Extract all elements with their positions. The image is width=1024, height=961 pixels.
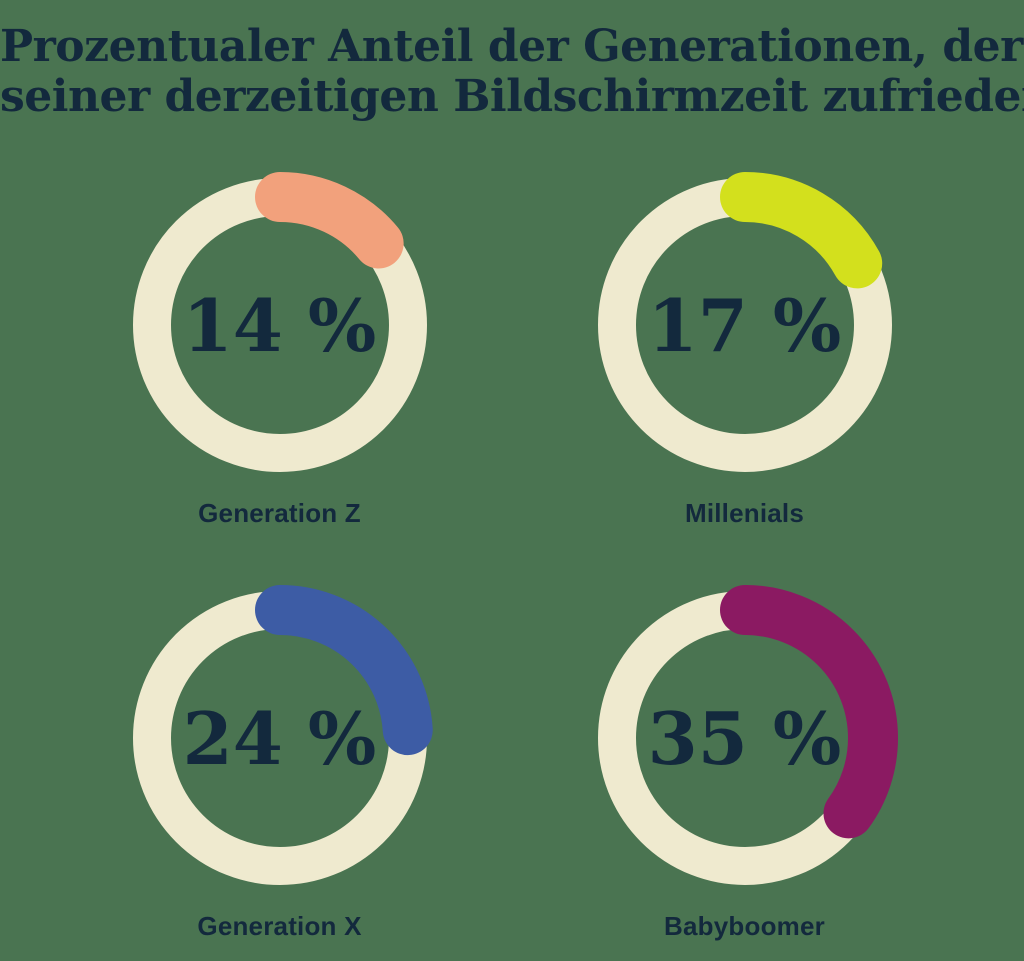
donut-chart-svg xyxy=(591,172,898,479)
donut-category-label: Generation Z xyxy=(198,498,361,529)
chart-title-line-1: Prozentualer Anteil der Generationen, de… xyxy=(0,21,1024,72)
donut-value-label: 17 % xyxy=(647,282,842,368)
donut-progress-arc xyxy=(126,585,433,892)
donut-progress-arc xyxy=(126,172,433,479)
donut-category-label: Millenials xyxy=(684,498,805,529)
donut-value-label: 35 % xyxy=(647,695,842,781)
donut: 14 % xyxy=(126,172,433,479)
donut-card: 24 % Generation X xyxy=(126,585,433,942)
donut-card: 14 % Generation Z xyxy=(126,172,433,529)
donut-category-label: Babyboomer xyxy=(664,911,825,942)
donut-card: 17 % Millenials xyxy=(591,172,898,529)
donut: 17 % xyxy=(591,172,898,479)
chart-title: Prozentualer Anteil der Generationen, de… xyxy=(0,0,1024,122)
donut-category-label: Generation X xyxy=(197,911,362,942)
donut-chart-svg xyxy=(591,585,898,892)
donut-chart-svg xyxy=(126,585,433,892)
donut-chart-svg xyxy=(126,172,433,479)
donut-value-label: 14 % xyxy=(182,282,377,368)
donut-grid: 14 % Generation Z 17 % Millenials 24 % G… xyxy=(126,172,898,942)
chart-title-line-2: seiner derzeitigen Bildschirmzeit zufrie… xyxy=(0,71,1024,123)
donut: 35 % xyxy=(591,585,898,892)
donut-progress-arc xyxy=(591,172,898,479)
donut-value-label: 24 % xyxy=(182,695,377,781)
donut: 24 % xyxy=(126,585,433,892)
donut-card: 35 % Babyboomer xyxy=(591,585,898,942)
donut-progress-arc xyxy=(591,585,898,892)
